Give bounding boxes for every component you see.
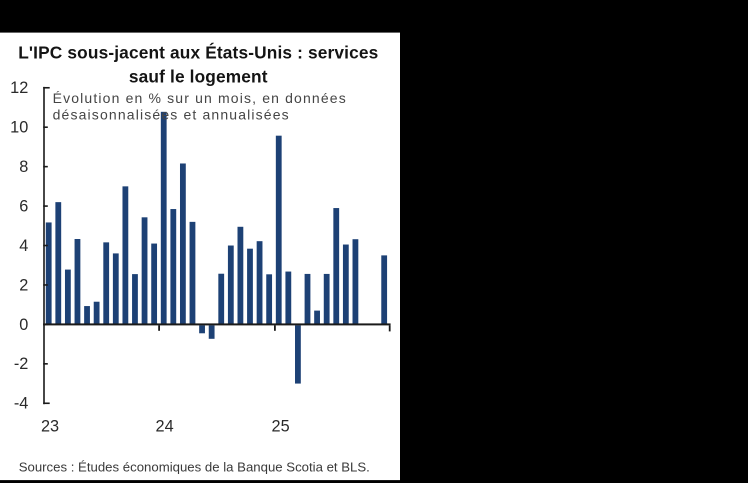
svg-text:10: 10 [10, 119, 28, 137]
svg-text:-4: -4 [14, 395, 28, 413]
svg-text:23: 23 [41, 418, 59, 436]
svg-text:L'IPC sous-jacent aux États-Un: L'IPC sous-jacent aux États-Unis : servi… [18, 43, 378, 63]
svg-text:Évolution en % sur un mois, en: Évolution en % sur un mois, en données [53, 90, 347, 106]
svg-text:0: 0 [19, 316, 28, 334]
svg-text:6: 6 [19, 197, 28, 215]
svg-text:désaisonnalisées et annualisée: désaisonnalisées et annualisées [53, 107, 290, 123]
svg-text:sauf le logement: sauf le logement [129, 67, 268, 87]
svg-text:25: 25 [272, 418, 290, 436]
svg-text:2: 2 [19, 276, 28, 294]
svg-text:-2: -2 [14, 355, 28, 373]
svg-text:12: 12 [10, 79, 28, 97]
svg-text:4: 4 [19, 237, 28, 255]
svg-text:Sources : Études économiques d: Sources : Études économiques de la Banqu… [19, 459, 370, 474]
svg-text:24: 24 [156, 418, 174, 436]
svg-text:8: 8 [19, 158, 28, 176]
